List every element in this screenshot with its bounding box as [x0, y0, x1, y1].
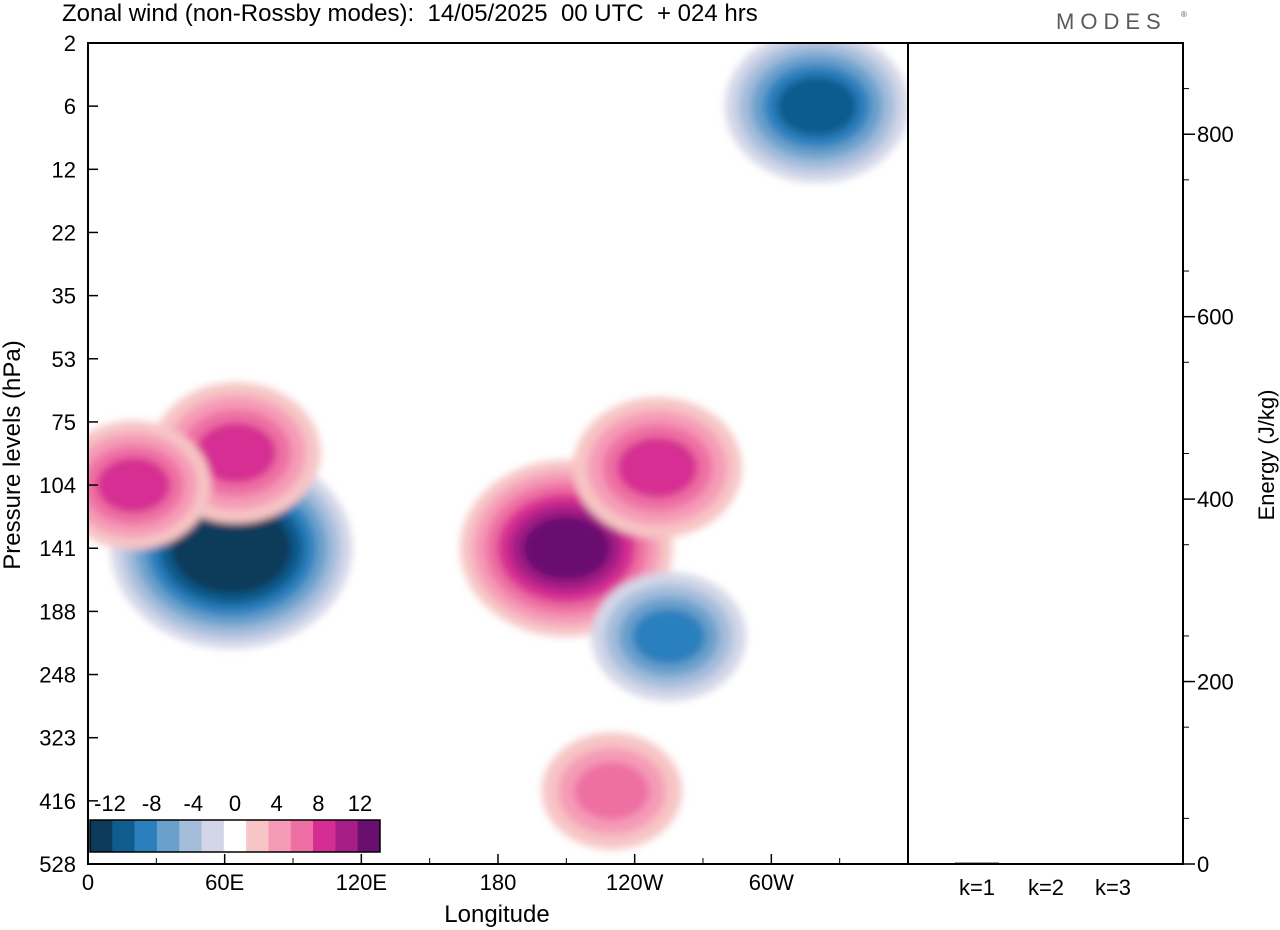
energy-bar [1024, 863, 1068, 865]
energy-tick-label: 800 [1197, 122, 1234, 147]
colorbar-swatch [134, 820, 158, 852]
chart-title: Zonal wind (non-Rossby modes): 14/05/202… [62, 0, 758, 27]
y-tick-label: 12 [52, 157, 76, 182]
colorbar-swatch [156, 820, 180, 852]
energy-bar [955, 862, 999, 865]
x-tick-label: 120E [336, 870, 387, 895]
y-tick-label: 188 [39, 599, 76, 624]
energy-category-label: k=2 [1028, 875, 1064, 900]
x-tick-label: 60E [205, 870, 244, 895]
y-axis-label: Pressure levels (hPa) [0, 340, 26, 569]
energy-axis: 0 200 400 600 800 [1183, 88, 1234, 877]
x-tick-label: 60W [749, 870, 794, 895]
y-tick-label: 2 [64, 31, 76, 56]
colorbar: -12 -8 -4 0 4 8 12 [88, 780, 382, 856]
colorbar-label: -8 [142, 791, 162, 816]
contour-positive-6 [96, 457, 171, 513]
contour-positive-2 [522, 515, 611, 581]
contour-negative-5 [776, 76, 858, 137]
colorbar-label: -12 [94, 791, 126, 816]
y-axis: 2 6 12 22 35 53 75 104 141 188 248 323 416 528 [39, 31, 98, 877]
y-tick-label: 528 [39, 852, 76, 877]
y-tick-label: 6 [64, 94, 76, 119]
energy-tick-label: 600 [1197, 305, 1234, 330]
y-tick-label: 35 [52, 284, 76, 309]
energy-tick-label: 0 [1197, 852, 1209, 877]
y-tick-label: 416 [39, 789, 76, 814]
registered-mark: ® [1181, 10, 1187, 19]
contour-negative-4 [632, 608, 706, 665]
contour-negative-0 [183, 513, 280, 584]
x-axis: 0 60E 120E 180 120W 60W [82, 854, 841, 895]
wind-field [88, 43, 908, 850]
colorbar-swatch [357, 820, 381, 852]
colorbar-label: -4 [184, 791, 204, 816]
energy-tick-label: 200 [1197, 670, 1234, 695]
energy-plot-frame [907, 42, 1184, 865]
contour-positive-7 [574, 762, 650, 820]
energy-bar [1091, 863, 1135, 865]
energy-axis-label: Energy (J/kg) [1254, 390, 1279, 521]
colorbar-swatch [112, 820, 136, 852]
colorbar-label: 12 [348, 791, 372, 816]
colorbar-label: 8 [312, 791, 324, 816]
energy-category-label: k=1 [959, 875, 995, 900]
brand-logo: MODES [1056, 9, 1167, 34]
contour-positive-3 [617, 437, 698, 498]
x-axis-label: Longitude [444, 901, 549, 928]
colorbar-label: 0 [229, 791, 241, 816]
colorbar-swatch [223, 820, 247, 852]
colorbar-label: 4 [271, 791, 283, 816]
colorbar-frame [89, 819, 381, 853]
x-tick-label: 0 [82, 870, 94, 895]
colorbar-swatch [335, 820, 359, 852]
colorbar-swatch [90, 820, 113, 852]
y-tick-label: 248 [39, 663, 76, 688]
y-tick-label: 104 [39, 473, 76, 498]
y-tick-label: 75 [52, 410, 76, 435]
energy-tick-label: 400 [1197, 487, 1234, 512]
y-tick-label: 22 [52, 220, 76, 245]
y-tick-label: 323 [39, 726, 76, 751]
colorbar-swatch [313, 820, 336, 852]
colorbar-swatch [268, 820, 292, 852]
colorbar-swatch [201, 820, 225, 852]
y-tick-label: 141 [39, 536, 76, 561]
colorbar-swatch [179, 820, 203, 852]
x-tick-label: 180 [480, 870, 517, 895]
colorbar-swatch [290, 820, 314, 852]
colorbar-swatch [246, 820, 269, 852]
contour-positive-1 [195, 422, 277, 484]
x-tick-label: 120W [606, 870, 664, 895]
energy-bars: k=1 k=2 k=3 [955, 862, 1135, 900]
energy-category-label: k=3 [1095, 875, 1131, 900]
y-tick-label: 53 [52, 347, 76, 372]
